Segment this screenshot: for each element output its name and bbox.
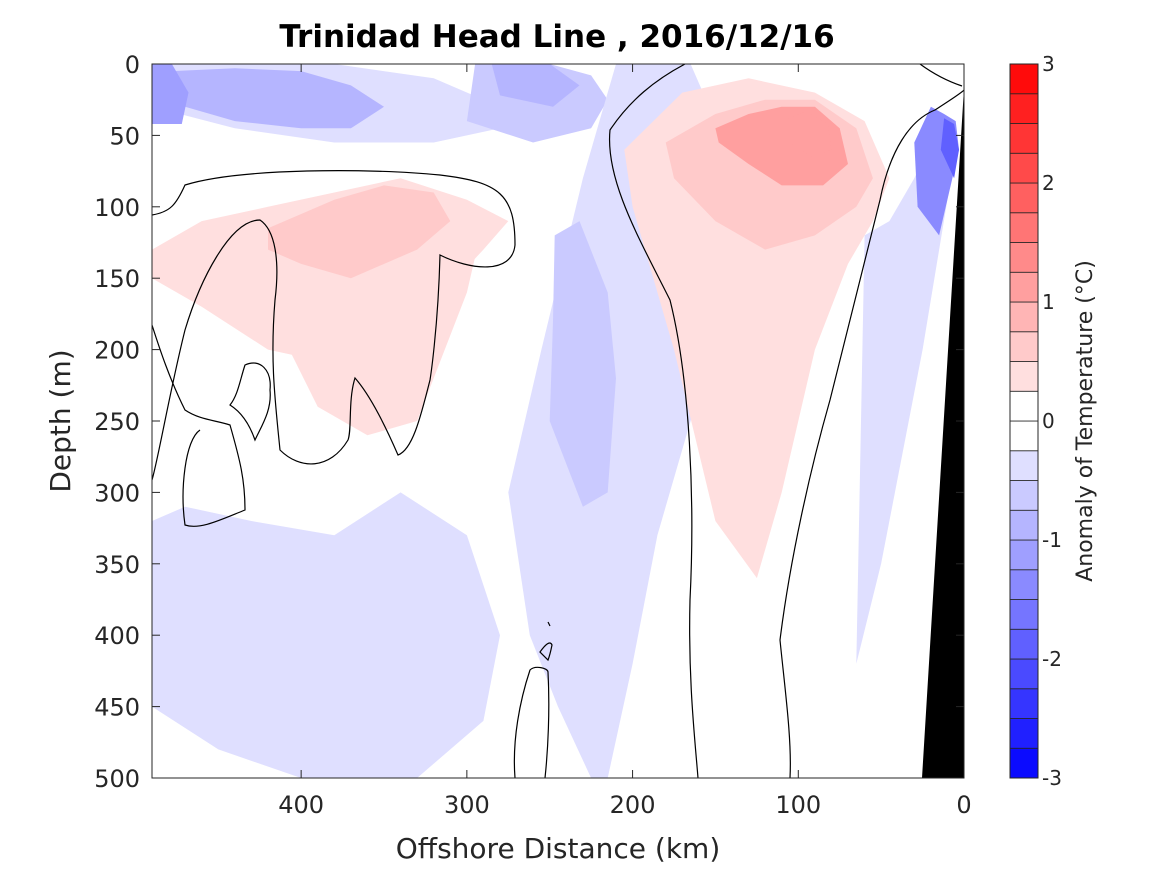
x-tick-label: 300 [444, 791, 490, 819]
x-tick-label: 0 [956, 791, 971, 819]
colorbar-swatch [1009, 301, 1039, 333]
colorbar-swatch [1009, 390, 1039, 422]
colorbar-ticks: 3 2 1 0 -1 -2 -3 [1042, 52, 1062, 790]
x-tick-label: 200 [610, 791, 656, 819]
y-tick-label: 450 [94, 694, 140, 722]
colorbar-swatch [1009, 271, 1039, 303]
bathymetry [922, 64, 964, 778]
colorbar-swatch [1009, 182, 1039, 214]
anomaly-field [152, 64, 959, 778]
colorbar-label: Anomaly of Temperature (°C) [1073, 260, 1098, 582]
y-tick-label: 350 [94, 551, 140, 579]
zero-contour [919, 64, 963, 87]
anomaly-region [940, 118, 959, 179]
y-tick-label: 300 [94, 479, 140, 507]
x-tick-label: 100 [775, 791, 821, 819]
colorbar-swatch [1009, 331, 1039, 362]
colorbar-tick-label: -1 [1042, 528, 1062, 552]
colorbar-tick-label: -3 [1042, 766, 1062, 790]
y-tick-label: 50 [109, 122, 140, 150]
colorbar-tick-label: 3 [1042, 52, 1055, 76]
anomaly-region [152, 64, 189, 124]
zero-contour [779, 89, 964, 778]
colorbar-frame [1009, 63, 1039, 779]
colorbar-swatch [1009, 747, 1039, 779]
colorbar-swatch [1009, 539, 1039, 571]
zero-contour [539, 642, 553, 662]
colorbar-swatch [1009, 63, 1039, 95]
zero-contour [152, 170, 516, 481]
colorbar [1009, 63, 1039, 779]
colorbar-swatch [1009, 450, 1039, 481]
anomaly-region [234, 606, 451, 778]
y-tick-label: 200 [94, 337, 140, 365]
anomaly-region [491, 64, 580, 107]
colorbar-tick-label: 0 [1042, 409, 1055, 433]
x-axis: 400 300 200 100 0 [278, 64, 972, 819]
y-axis: 0 50 100 150 200 250 300 350 400 450 500 [94, 51, 964, 793]
colorbar-swatch [1009, 93, 1039, 124]
chart-title: Trinidad Head Line , 2016/12/16 [279, 19, 834, 55]
y-tick-label: 250 [94, 408, 140, 436]
colorbar-swatch [1009, 123, 1039, 154]
colorbar-swatch [1009, 688, 1039, 719]
colorbar-swatch [1009, 242, 1039, 273]
y-tick-label: 0 [125, 51, 140, 79]
anomaly-region [171, 68, 384, 129]
y-tick-label: 400 [94, 622, 140, 650]
colorbar-swatch [1009, 480, 1039, 511]
zero-contour [152, 324, 246, 527]
y-tick-label: 500 [94, 765, 140, 793]
zero-contour [229, 362, 271, 442]
colorbar-swatch [1009, 718, 1039, 749]
zero-contour [608, 64, 699, 778]
x-tick-label: 400 [278, 791, 324, 819]
zero-contours [152, 64, 964, 778]
colorbar-swatch [1009, 509, 1039, 541]
x-axis-label: Offshore Distance (km) [396, 832, 721, 865]
zero-contour [547, 621, 551, 627]
colorbar-swatch [1009, 658, 1039, 690]
colorbar-swatch [1009, 628, 1039, 660]
colorbar-swatch [1009, 599, 1039, 630]
zero-contour [513, 666, 550, 778]
anomaly-region [549, 221, 616, 507]
colorbar-swatch [1009, 420, 1039, 452]
colorbar-tick-label: 2 [1042, 171, 1055, 195]
y-tick-label: 150 [94, 265, 140, 293]
anomaly-region [856, 135, 956, 664]
anomaly-region [781, 111, 832, 157]
colorbar-swatch [1009, 212, 1039, 243]
colorbar-tick-label: 1 [1042, 290, 1055, 314]
colorbar-swatch [1009, 361, 1039, 392]
y-axis-label: Depth (m) [44, 349, 77, 492]
y-tick-label: 100 [94, 194, 140, 222]
colorbar-swatch [1009, 569, 1039, 600]
colorbar-swatch [1009, 152, 1039, 184]
colorbar-tick-label: -2 [1042, 647, 1062, 671]
anomaly-region [268, 185, 451, 279]
